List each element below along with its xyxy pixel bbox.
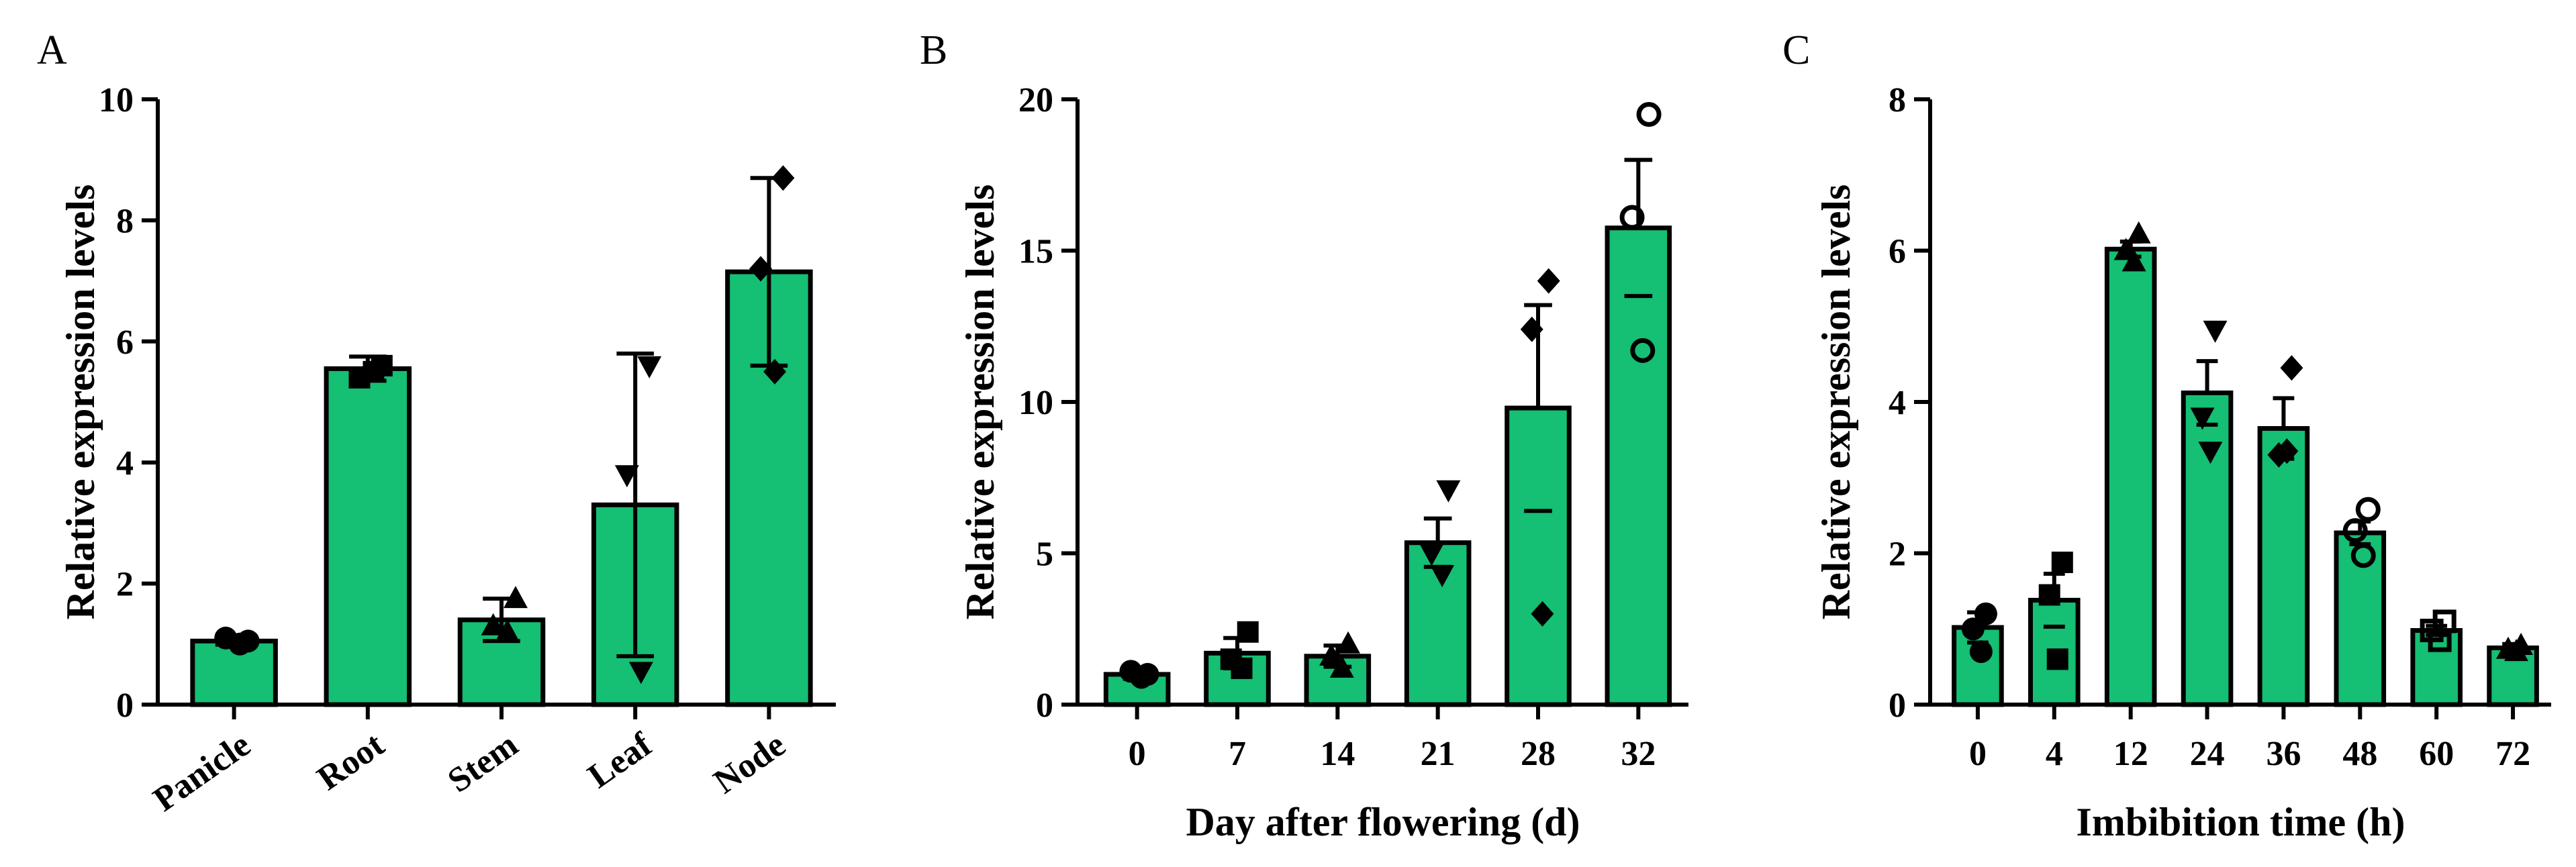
data-point: [1619, 205, 1645, 230]
data-point: [2198, 442, 2223, 464]
x-tick-label: 28: [1521, 735, 1556, 773]
x-tick-label: 60: [2419, 735, 2454, 773]
x-tick-label: 0: [1969, 735, 1987, 773]
data-point: [1231, 657, 1253, 679]
y-tick-label: 0: [116, 686, 134, 725]
y-tick-label: 6: [116, 323, 134, 362]
x-tick-label: 14: [1320, 735, 1355, 773]
y-tick-label: 10: [99, 81, 134, 119]
data-point: [2203, 320, 2228, 343]
x-tick-label: Panicle: [146, 725, 257, 819]
data-point: [1237, 621, 1259, 643]
y-tick-label: 2: [116, 566, 134, 604]
x-tick-label: 0: [1129, 735, 1146, 773]
data-point: [1436, 480, 1461, 503]
x-tick-label: 36: [2266, 735, 2301, 773]
x-tick-label: Node: [707, 725, 792, 801]
data-point: [2428, 628, 2452, 652]
data-point: [1419, 544, 1444, 566]
data-point: [1961, 617, 1985, 641]
y-tick-label: 20: [1018, 81, 1053, 119]
y-tick-label: 4: [116, 444, 134, 482]
data-point: [1520, 316, 1543, 342]
data-point: [2121, 249, 2146, 272]
y-tick-label: 2: [1889, 536, 1906, 574]
y-tick-label: 10: [1018, 384, 1053, 422]
data-point: [1531, 601, 1554, 627]
panel-b: B 0 5 10 15 20 0 7 14 21 28 32 Relative expression l…: [920, 28, 1688, 844]
panel-letter: B: [920, 28, 947, 73]
data-point: [1319, 643, 1344, 666]
data-point: [1537, 268, 1560, 294]
x-tick-label: 72: [2495, 735, 2530, 773]
bar: [2104, 246, 2157, 707]
data-point: [2051, 552, 2073, 574]
x-tick-label: 4: [2046, 735, 2063, 773]
data-point: [495, 619, 520, 642]
data-point: [2350, 543, 2376, 568]
data-point: [2275, 438, 2299, 464]
data-point: [1969, 640, 1993, 664]
bar: [1505, 405, 1572, 707]
bar: [324, 366, 412, 707]
x-tick-label: 48: [2342, 735, 2377, 773]
data-point: [2504, 639, 2529, 662]
y-tick-label: 0: [1036, 686, 1053, 725]
panel-letter: C: [1782, 28, 1810, 73]
y-axis-title: Relative expression levels: [1814, 185, 1858, 620]
panel-letter: A: [37, 28, 67, 73]
data-point: [1329, 655, 1354, 678]
bar: [1605, 225, 1672, 707]
data-point: [1336, 631, 1361, 654]
data-point: [503, 586, 528, 609]
x-axis-title: Imbibition time (h): [2076, 800, 2405, 844]
y-tick-label: 0: [1889, 686, 1906, 725]
data-point: [637, 356, 662, 378]
y-axis-title: Relative expression levels: [958, 185, 1002, 620]
data-point: [2046, 648, 2068, 670]
data-point: [2190, 407, 2215, 430]
data-point: [614, 465, 639, 488]
x-tick-label: 7: [1229, 735, 1246, 773]
data-point: [228, 632, 252, 656]
x-tick-label: 32: [1621, 735, 1656, 773]
data-point: [771, 165, 795, 191]
bar: [725, 269, 813, 707]
x-tick-label: 21: [1421, 735, 1456, 773]
bar: [2257, 425, 2310, 707]
x-tick-label: Stem: [441, 725, 525, 800]
data-point: [2342, 518, 2368, 544]
data-point: [2280, 355, 2303, 381]
y-tick-label: 5: [1036, 536, 1053, 574]
y-axis-title: Relative expression levels: [58, 185, 103, 620]
x-tick-label: 12: [2113, 735, 2148, 773]
data-point: [1130, 666, 1153, 689]
panel-a: A 0 2 4 6 8 10 Panicle Root Stem Leaf Node Relative …: [37, 28, 836, 819]
data-point: [363, 360, 385, 382]
bar: [2181, 390, 2234, 707]
y-tick-label: 6: [1889, 233, 1906, 271]
y-tick-label: 15: [1018, 233, 1053, 271]
y-tick-label: 8: [1889, 81, 1906, 119]
data-point: [2126, 221, 2151, 244]
data-point: [1974, 602, 1997, 625]
x-tick-label: 24: [2190, 735, 2225, 773]
data-point: [2355, 497, 2381, 522]
data-point: [481, 613, 506, 635]
data-point: [749, 256, 773, 282]
data-point: [1636, 102, 1662, 128]
data-point: [763, 358, 787, 385]
bar: [2334, 530, 2387, 707]
x-tick-label: Leaf: [581, 725, 659, 796]
data-point: [1430, 565, 1455, 588]
x-tick-label: Root: [310, 725, 391, 798]
x-axis-title: Day after flowering (d): [1186, 800, 1580, 844]
data-point: [628, 662, 653, 684]
data-point: [2038, 584, 2060, 606]
y-tick-label: 8: [116, 202, 134, 240]
y-tick-label: 4: [1889, 384, 1906, 422]
data-point: [1630, 338, 1656, 363]
